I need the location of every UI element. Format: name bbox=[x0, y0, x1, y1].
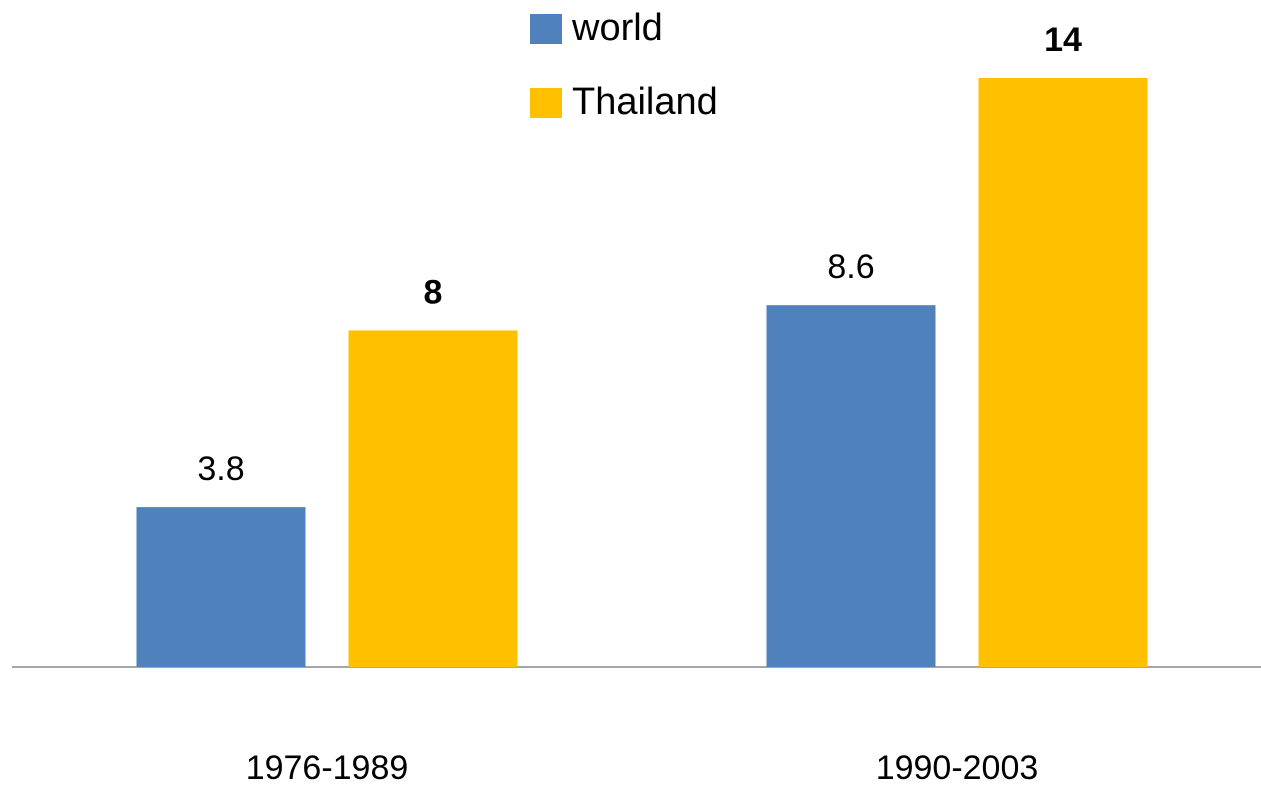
data-label: 8 bbox=[424, 273, 443, 311]
bar bbox=[136, 507, 306, 667]
data-label: 14 bbox=[1044, 21, 1082, 59]
x-tick-label: 1990-2003 bbox=[876, 749, 1039, 787]
legend-swatch bbox=[530, 88, 562, 118]
data-label: 3.8 bbox=[197, 450, 244, 488]
legend-label: world bbox=[571, 7, 663, 49]
legend-swatch bbox=[530, 14, 562, 44]
bar bbox=[348, 330, 518, 667]
bar bbox=[766, 305, 936, 667]
x-tick-label: 1976-1989 bbox=[246, 749, 409, 787]
legend-label: Thailand bbox=[572, 81, 718, 123]
bar bbox=[978, 78, 1148, 667]
data-label: 8.6 bbox=[827, 248, 874, 286]
